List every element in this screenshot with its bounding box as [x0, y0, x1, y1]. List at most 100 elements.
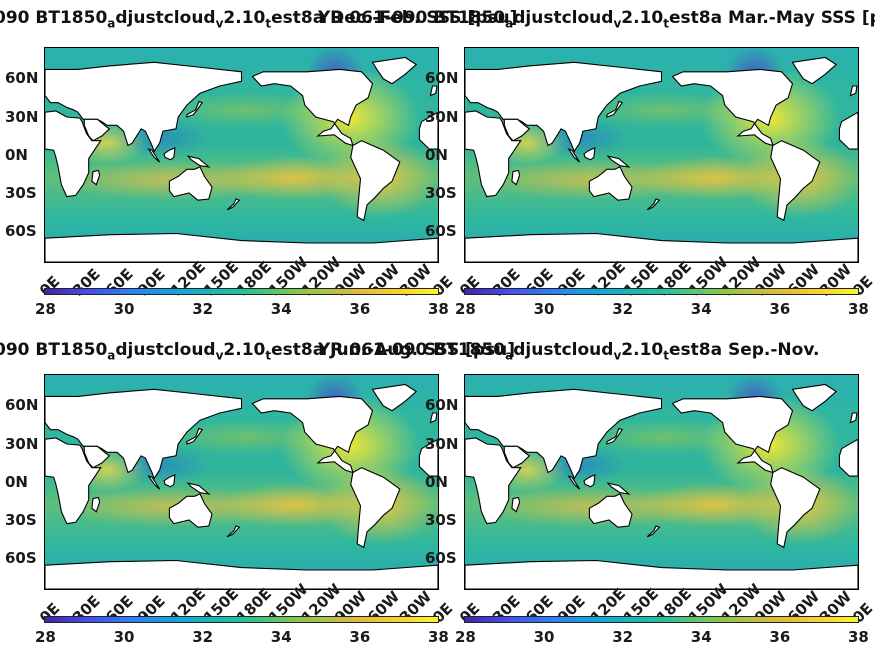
y-tick-label: 60N — [425, 396, 459, 414]
landmass — [849, 412, 858, 424]
colorbar-tick-label: 30 — [533, 300, 555, 318]
landmass — [606, 155, 631, 168]
y-tick-label: 30N — [425, 435, 459, 453]
colorbar-tick-label: 34 — [690, 300, 712, 318]
y-tick-label: 60N — [425, 69, 459, 87]
panel-title-3: 090 BT1850adjustcloudv2.10test8a Jun.-Au… — [0, 340, 516, 363]
landmass — [251, 395, 374, 474]
landmass — [147, 148, 161, 163]
colorbar-tick-label: 28 — [455, 300, 476, 318]
landmass — [838, 438, 858, 477]
land-layer — [45, 383, 438, 589]
x-tick-label: 0E — [36, 272, 64, 300]
landmass — [465, 61, 663, 153]
colorbar-tick-label: 32 — [612, 300, 634, 318]
landmass — [429, 412, 438, 424]
landmass — [511, 169, 521, 186]
landmass — [583, 147, 596, 161]
colorbar — [464, 616, 859, 623]
colorbar-tick-label: 38 — [848, 628, 869, 646]
colorbar — [464, 288, 859, 295]
y-tick-label: 30N — [5, 435, 39, 453]
land-layer — [465, 383, 858, 589]
landmass — [45, 437, 102, 525]
landmass — [606, 100, 624, 118]
landmass — [838, 111, 858, 150]
landmass — [168, 166, 213, 201]
landmass — [168, 493, 213, 528]
colorbar-tick-label: 34 — [270, 628, 292, 646]
colorbar-tick-label: 34 — [270, 300, 292, 318]
colorbar-tick-label: 32 — [192, 628, 214, 646]
landmass — [503, 118, 531, 142]
landmass — [465, 110, 522, 198]
landmass — [350, 140, 401, 222]
landmass — [45, 559, 438, 589]
colorbar-tick-label: 32 — [612, 628, 634, 646]
colorbar-tick-label: 30 — [113, 628, 135, 646]
landmass — [465, 388, 663, 480]
landmass — [371, 56, 418, 85]
landmass — [45, 232, 438, 262]
y-tick-label: 30N — [425, 108, 459, 126]
y-tick-label: 0N — [5, 146, 28, 164]
landmass — [91, 496, 101, 513]
landmass — [770, 140, 821, 222]
landmass — [45, 61, 243, 153]
landmass — [567, 475, 581, 490]
landmass — [646, 198, 661, 211]
colorbar-tick-label: 38 — [428, 628, 449, 646]
landmass — [646, 525, 661, 538]
landmass — [186, 482, 211, 495]
landmass — [606, 482, 631, 495]
landmass — [45, 388, 243, 480]
landmass — [770, 467, 821, 549]
landmass — [226, 198, 241, 211]
colorbar-tick-label: 38 — [848, 300, 869, 318]
panel-title-4: YR 061-090 BT1850adjustcloudv2.10test8a … — [318, 340, 820, 363]
colorbar-tick-label: 38 — [428, 300, 449, 318]
y-tick-label: 30N — [5, 108, 39, 126]
y-tick-label: 0N — [5, 473, 28, 491]
landmass — [606, 427, 624, 445]
colorbar-tick-label: 30 — [113, 300, 135, 318]
y-tick-label: 30S — [5, 511, 37, 529]
landmass — [588, 166, 633, 201]
colorbar-tick-label: 36 — [769, 628, 791, 646]
y-tick-label: 0N — [425, 146, 448, 164]
sss-map — [44, 47, 439, 263]
colorbar-tick-label: 32 — [192, 300, 214, 318]
y-tick-label: 0N — [425, 473, 448, 491]
colorbar-tick-label: 34 — [690, 628, 712, 646]
y-tick-label: 30S — [5, 184, 37, 202]
x-tick-label: 0E — [429, 272, 457, 300]
colorbar-tick-label: 28 — [35, 300, 56, 318]
landmass — [465, 232, 858, 262]
landmass — [791, 56, 838, 85]
land-layer — [465, 56, 858, 262]
landmass — [465, 437, 522, 525]
x-tick-label: 0E — [456, 272, 484, 300]
landmass — [163, 147, 176, 161]
landmass — [567, 148, 581, 163]
sss-map — [44, 374, 439, 590]
colorbar — [44, 616, 439, 623]
landmass — [465, 559, 858, 589]
landmass — [91, 169, 101, 186]
sss-map — [464, 47, 859, 263]
landmass — [671, 395, 794, 474]
landmass — [583, 474, 596, 488]
landmass — [45, 110, 102, 198]
landmass — [163, 474, 176, 488]
landmass — [791, 383, 838, 412]
landmass — [226, 525, 241, 538]
landmass — [186, 427, 204, 445]
y-tick-label: 60S — [425, 222, 457, 240]
y-tick-label: 60N — [5, 69, 39, 87]
landmass — [511, 496, 521, 513]
landmass — [588, 493, 633, 528]
colorbar-tick-label: 30 — [533, 628, 555, 646]
landmass — [186, 100, 204, 118]
landmass — [251, 68, 374, 147]
landmass — [83, 118, 111, 142]
